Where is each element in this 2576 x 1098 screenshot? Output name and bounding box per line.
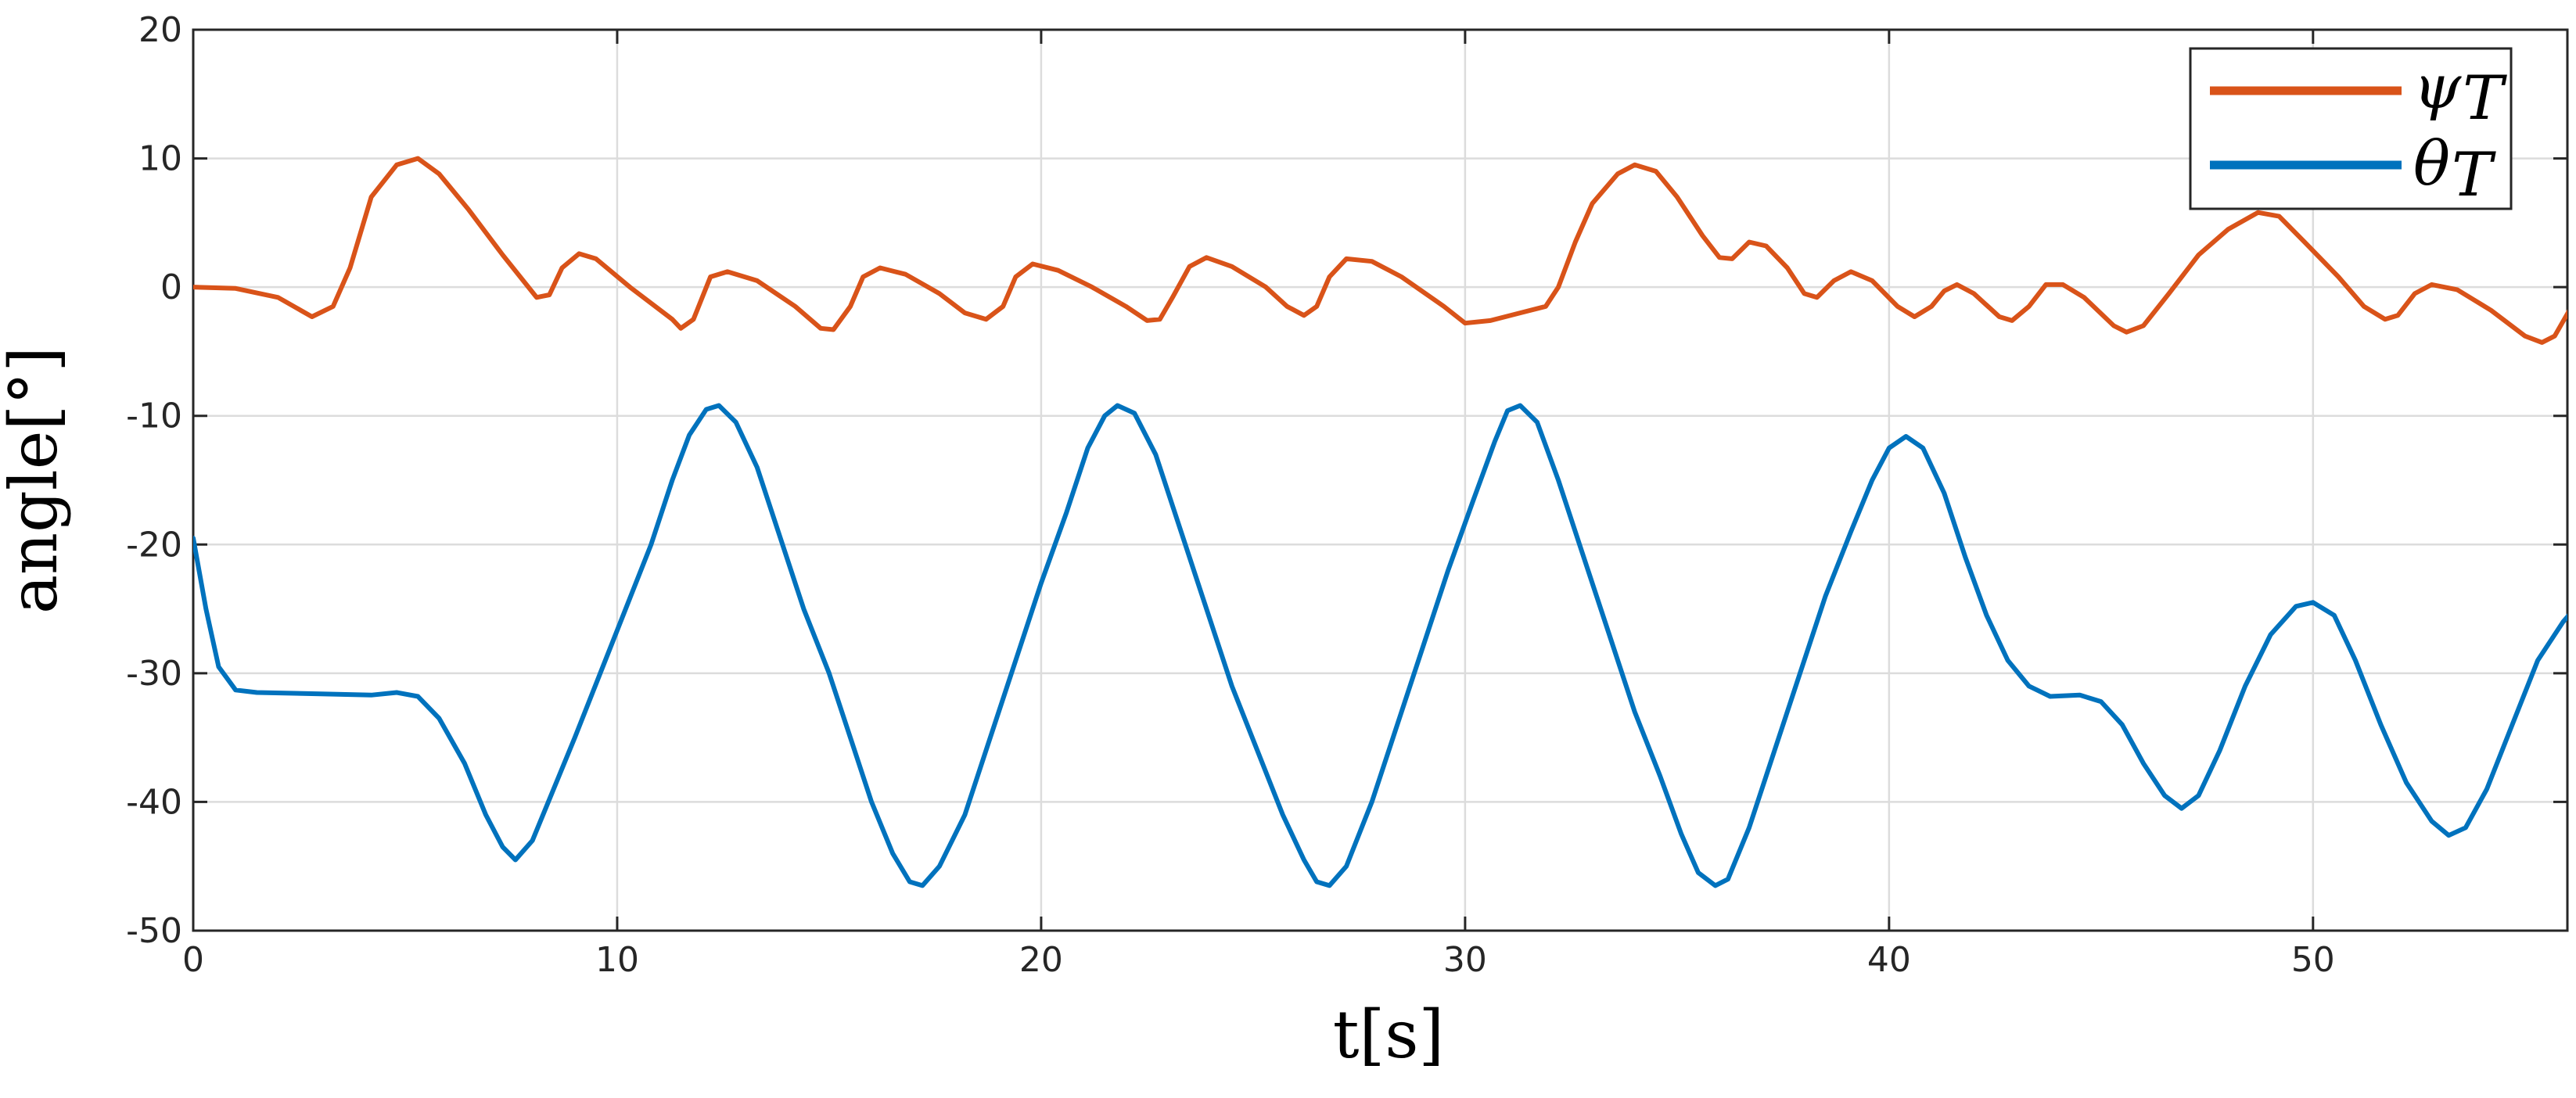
y-tick-label: -20 (126, 525, 182, 565)
legend-label-theta: θT (2413, 129, 2496, 210)
y-tick-label: 20 (138, 10, 182, 50)
y-tick-label: -10 (126, 396, 182, 436)
series-group (193, 156, 2567, 888)
x-tick-label: 20 (1019, 940, 1063, 980)
plot-frame (192, 28, 2569, 932)
legend-box (2189, 47, 2513, 210)
y-tick-label: 10 (138, 139, 182, 179)
x-axis-label: t[s] (1333, 996, 1444, 1073)
series-line-psi (193, 156, 2567, 345)
axis-ticks: 0 10 20 30 40 50 -50 -40 -30 -20 -10 0 10 20 (126, 10, 2567, 980)
series-line-theta (193, 403, 2567, 888)
x-tick-label: 50 (2291, 940, 2335, 980)
legend-label-psi: ψT (2413, 52, 2507, 134)
y-tick-label: -40 (126, 782, 182, 822)
x-tick-label: 40 (1867, 940, 1911, 980)
y-tick-label: -30 (126, 654, 182, 694)
y-tick-label: 0 (160, 267, 182, 307)
x-tick-label: 30 (1443, 940, 1487, 980)
x-tick-label: 0 (182, 940, 204, 980)
legend: ψT θT (2189, 47, 2513, 210)
y-tick-label: -50 (126, 911, 182, 951)
x-tick-label: 10 (595, 940, 639, 980)
y-axis-label: angle[°] (0, 346, 72, 614)
